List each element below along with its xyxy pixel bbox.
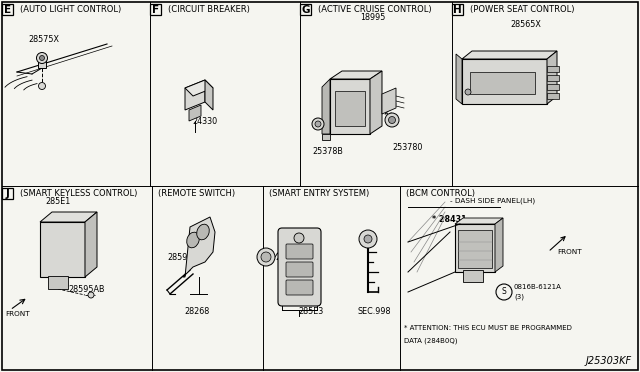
Text: 28599: 28599: [167, 253, 193, 262]
Circle shape: [294, 233, 304, 243]
Bar: [547, 75, 559, 81]
Text: DATA (284B0Q): DATA (284B0Q): [404, 337, 458, 343]
Polygon shape: [185, 80, 213, 96]
Circle shape: [88, 292, 94, 298]
Polygon shape: [382, 88, 396, 114]
Text: 28565X: 28565X: [510, 20, 541, 29]
Circle shape: [261, 252, 271, 262]
Bar: [455, 224, 495, 272]
Text: 285E1: 285E1: [45, 197, 70, 206]
Text: 28268: 28268: [184, 307, 209, 316]
Text: * ATTENTION: THIS ECU MUST BE PROGRAMMED: * ATTENTION: THIS ECU MUST BE PROGRAMMED: [404, 325, 572, 331]
Text: S: S: [502, 288, 506, 296]
FancyBboxPatch shape: [286, 262, 313, 277]
Text: G: G: [301, 4, 310, 15]
Circle shape: [257, 248, 275, 266]
Ellipse shape: [187, 232, 199, 248]
Bar: [335, 91, 365, 126]
Text: 0816B-6121A: 0816B-6121A: [514, 284, 562, 290]
Text: (CIRCUIT BREAKER): (CIRCUIT BREAKER): [168, 5, 250, 14]
Bar: [458, 230, 492, 268]
Ellipse shape: [196, 224, 209, 240]
Circle shape: [40, 55, 45, 61]
Polygon shape: [370, 71, 382, 134]
FancyBboxPatch shape: [2, 188, 13, 199]
Polygon shape: [183, 217, 215, 277]
Text: (BCM CONTROL): (BCM CONTROL): [406, 189, 475, 198]
Bar: [470, 72, 535, 94]
Bar: [547, 66, 559, 72]
Text: H: H: [453, 4, 462, 15]
Polygon shape: [85, 212, 97, 277]
Circle shape: [465, 89, 471, 95]
Text: 253780: 253780: [392, 143, 422, 152]
Text: FRONT: FRONT: [5, 311, 29, 317]
Text: SEC.998: SEC.998: [358, 307, 392, 316]
Circle shape: [36, 52, 47, 64]
Bar: [463, 270, 483, 282]
Text: (SMART KEYLESS CONTROL): (SMART KEYLESS CONTROL): [20, 189, 138, 198]
Polygon shape: [322, 134, 330, 140]
Circle shape: [496, 284, 512, 300]
Text: E: E: [4, 4, 11, 15]
Circle shape: [364, 235, 372, 243]
Polygon shape: [40, 212, 97, 222]
Text: 285E3: 285E3: [298, 307, 323, 316]
Circle shape: [388, 116, 396, 124]
FancyBboxPatch shape: [286, 244, 313, 259]
FancyBboxPatch shape: [300, 4, 311, 15]
Text: F: F: [152, 4, 159, 15]
Text: 28599: 28599: [275, 253, 301, 262]
Polygon shape: [455, 218, 503, 224]
Polygon shape: [495, 218, 503, 272]
Text: 28595AB: 28595AB: [68, 285, 104, 294]
Circle shape: [315, 121, 321, 127]
Text: (3): (3): [514, 294, 524, 301]
Text: 18995: 18995: [360, 13, 385, 22]
FancyBboxPatch shape: [278, 228, 321, 306]
FancyBboxPatch shape: [2, 4, 13, 15]
Circle shape: [38, 83, 45, 90]
Text: (AUTO LIGHT CONTROL): (AUTO LIGHT CONTROL): [20, 5, 121, 14]
Text: 25378B: 25378B: [312, 147, 343, 156]
Polygon shape: [462, 51, 557, 59]
Text: (REMOTE SWITCH): (REMOTE SWITCH): [158, 189, 235, 198]
Polygon shape: [456, 54, 462, 104]
Polygon shape: [322, 79, 330, 134]
FancyBboxPatch shape: [150, 4, 161, 15]
Text: J25303KF: J25303KF: [586, 356, 632, 366]
Text: 24330: 24330: [192, 117, 217, 126]
Text: * 28431: * 28431: [432, 215, 467, 224]
Bar: [547, 84, 559, 90]
Text: (SMART ENTRY SYSTEM): (SMART ENTRY SYSTEM): [269, 189, 369, 198]
Bar: [462, 59, 547, 104]
Bar: [547, 93, 559, 99]
Circle shape: [312, 118, 324, 130]
Polygon shape: [185, 80, 205, 110]
Text: FRONT: FRONT: [557, 249, 582, 255]
FancyBboxPatch shape: [286, 280, 313, 295]
Polygon shape: [330, 71, 382, 79]
Bar: [38, 57, 46, 68]
Polygon shape: [40, 222, 85, 277]
Text: - DASH SIDE PANEL(LH): - DASH SIDE PANEL(LH): [450, 197, 535, 203]
Text: 28575X: 28575X: [28, 35, 59, 44]
Circle shape: [359, 230, 377, 248]
Polygon shape: [205, 80, 213, 110]
FancyBboxPatch shape: [452, 4, 463, 15]
Circle shape: [385, 113, 399, 127]
Polygon shape: [547, 51, 557, 104]
Text: J: J: [6, 189, 10, 199]
Text: (POWER SEAT CONTROL): (POWER SEAT CONTROL): [470, 5, 575, 14]
Polygon shape: [189, 105, 201, 121]
Text: (ACTIVE CRUISE CONTROL): (ACTIVE CRUISE CONTROL): [318, 5, 431, 14]
Bar: [330, 79, 370, 134]
Bar: [48, 276, 68, 289]
